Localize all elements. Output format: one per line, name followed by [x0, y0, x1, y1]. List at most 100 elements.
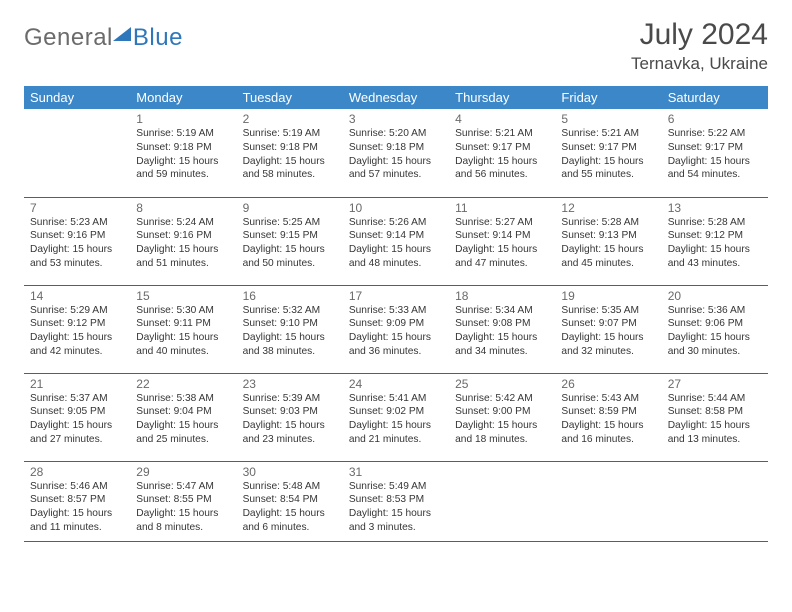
- day-number: 2: [243, 112, 337, 126]
- day-info: Sunrise: 5:36 AMSunset: 9:06 PMDaylight:…: [668, 304, 762, 359]
- calendar-day-cell: 22Sunrise: 5:38 AMSunset: 9:04 PMDayligh…: [130, 373, 236, 461]
- day-info: Sunrise: 5:30 AMSunset: 9:11 PMDaylight:…: [136, 304, 230, 359]
- calendar-day-cell: 9Sunrise: 5:25 AMSunset: 9:15 PMDaylight…: [237, 197, 343, 285]
- day-info: Sunrise: 5:28 AMSunset: 9:13 PMDaylight:…: [561, 216, 655, 271]
- calendar-day-cell: 16Sunrise: 5:32 AMSunset: 9:10 PMDayligh…: [237, 285, 343, 373]
- calendar-day-cell: 26Sunrise: 5:43 AMSunset: 8:59 PMDayligh…: [555, 373, 661, 461]
- calendar-day-cell: 19Sunrise: 5:35 AMSunset: 9:07 PMDayligh…: [555, 285, 661, 373]
- day-number: 22: [136, 377, 230, 391]
- day-number: 15: [136, 289, 230, 303]
- day-number: 23: [243, 377, 337, 391]
- calendar-week-row: 28Sunrise: 5:46 AMSunset: 8:57 PMDayligh…: [24, 461, 768, 541]
- day-number: 29: [136, 465, 230, 479]
- day-info: Sunrise: 5:25 AMSunset: 9:15 PMDaylight:…: [243, 216, 337, 271]
- calendar-day-cell: 30Sunrise: 5:48 AMSunset: 8:54 PMDayligh…: [237, 461, 343, 541]
- calendar-day-cell: 14Sunrise: 5:29 AMSunset: 9:12 PMDayligh…: [24, 285, 130, 373]
- day-info: Sunrise: 5:33 AMSunset: 9:09 PMDaylight:…: [349, 304, 443, 359]
- day-number: 8: [136, 201, 230, 215]
- day-number: 7: [30, 201, 124, 215]
- calendar-week-row: 21Sunrise: 5:37 AMSunset: 9:05 PMDayligh…: [24, 373, 768, 461]
- day-info: Sunrise: 5:44 AMSunset: 8:58 PMDaylight:…: [668, 392, 762, 447]
- brand-text-blue: Blue: [133, 24, 183, 52]
- day-info: Sunrise: 5:37 AMSunset: 9:05 PMDaylight:…: [30, 392, 124, 447]
- day-info: Sunrise: 5:35 AMSunset: 9:07 PMDaylight:…: [561, 304, 655, 359]
- calendar-day-cell: 15Sunrise: 5:30 AMSunset: 9:11 PMDayligh…: [130, 285, 236, 373]
- weekday-header: Friday: [555, 86, 661, 109]
- calendar-day-cell: 3Sunrise: 5:20 AMSunset: 9:18 PMDaylight…: [343, 109, 449, 197]
- day-number: 24: [349, 377, 443, 391]
- day-info: Sunrise: 5:24 AMSunset: 9:16 PMDaylight:…: [136, 216, 230, 271]
- calendar-day-cell: 6Sunrise: 5:22 AMSunset: 9:17 PMDaylight…: [662, 109, 768, 197]
- calendar-day-cell: [449, 461, 555, 541]
- day-number: 26: [561, 377, 655, 391]
- calendar-day-cell: 12Sunrise: 5:28 AMSunset: 9:13 PMDayligh…: [555, 197, 661, 285]
- calendar-day-cell: 5Sunrise: 5:21 AMSunset: 9:17 PMDaylight…: [555, 109, 661, 197]
- calendar-day-cell: 27Sunrise: 5:44 AMSunset: 8:58 PMDayligh…: [662, 373, 768, 461]
- calendar-day-cell: 13Sunrise: 5:28 AMSunset: 9:12 PMDayligh…: [662, 197, 768, 285]
- day-number: 9: [243, 201, 337, 215]
- day-info: Sunrise: 5:29 AMSunset: 9:12 PMDaylight:…: [30, 304, 124, 359]
- day-info: Sunrise: 5:47 AMSunset: 8:55 PMDaylight:…: [136, 480, 230, 535]
- calendar-day-cell: [662, 461, 768, 541]
- calendar-day-cell: 18Sunrise: 5:34 AMSunset: 9:08 PMDayligh…: [449, 285, 555, 373]
- day-info: Sunrise: 5:26 AMSunset: 9:14 PMDaylight:…: [349, 216, 443, 271]
- calendar-day-cell: 8Sunrise: 5:24 AMSunset: 9:16 PMDaylight…: [130, 197, 236, 285]
- day-number: 19: [561, 289, 655, 303]
- weekday-header: Monday: [130, 86, 236, 109]
- day-info: Sunrise: 5:41 AMSunset: 9:02 PMDaylight:…: [349, 392, 443, 447]
- day-number: 17: [349, 289, 443, 303]
- calendar-day-cell: 31Sunrise: 5:49 AMSunset: 8:53 PMDayligh…: [343, 461, 449, 541]
- day-info: Sunrise: 5:43 AMSunset: 8:59 PMDaylight:…: [561, 392, 655, 447]
- day-info: Sunrise: 5:22 AMSunset: 9:17 PMDaylight:…: [668, 127, 762, 182]
- day-number: 27: [668, 377, 762, 391]
- brand-text-general: General: [24, 24, 113, 52]
- calendar-day-cell: [555, 461, 661, 541]
- day-number: 30: [243, 465, 337, 479]
- calendar-day-cell: 20Sunrise: 5:36 AMSunset: 9:06 PMDayligh…: [662, 285, 768, 373]
- day-number: 16: [243, 289, 337, 303]
- day-number: 11: [455, 201, 549, 215]
- calendar-day-cell: [24, 109, 130, 197]
- calendar-day-cell: 1Sunrise: 5:19 AMSunset: 9:18 PMDaylight…: [130, 109, 236, 197]
- calendar-day-cell: 21Sunrise: 5:37 AMSunset: 9:05 PMDayligh…: [24, 373, 130, 461]
- day-info: Sunrise: 5:39 AMSunset: 9:03 PMDaylight:…: [243, 392, 337, 447]
- calendar-day-cell: 4Sunrise: 5:21 AMSunset: 9:17 PMDaylight…: [449, 109, 555, 197]
- day-info: Sunrise: 5:21 AMSunset: 9:17 PMDaylight:…: [561, 127, 655, 182]
- day-info: Sunrise: 5:32 AMSunset: 9:10 PMDaylight:…: [243, 304, 337, 359]
- weekday-header: Saturday: [662, 86, 768, 109]
- weekday-header: Tuesday: [237, 86, 343, 109]
- day-number: 12: [561, 201, 655, 215]
- location-label: Ternavka, Ukraine: [631, 54, 768, 74]
- calendar-day-cell: 11Sunrise: 5:27 AMSunset: 9:14 PMDayligh…: [449, 197, 555, 285]
- day-info: Sunrise: 5:19 AMSunset: 9:18 PMDaylight:…: [243, 127, 337, 182]
- day-info: Sunrise: 5:38 AMSunset: 9:04 PMDaylight:…: [136, 392, 230, 447]
- day-number: 13: [668, 201, 762, 215]
- day-number: 1: [136, 112, 230, 126]
- brand-logo: General Blue: [24, 24, 183, 52]
- calendar-day-cell: 23Sunrise: 5:39 AMSunset: 9:03 PMDayligh…: [237, 373, 343, 461]
- calendar-day-cell: 2Sunrise: 5:19 AMSunset: 9:18 PMDaylight…: [237, 109, 343, 197]
- calendar-day-cell: 28Sunrise: 5:46 AMSunset: 8:57 PMDayligh…: [24, 461, 130, 541]
- day-info: Sunrise: 5:19 AMSunset: 9:18 PMDaylight:…: [136, 127, 230, 182]
- day-info: Sunrise: 5:23 AMSunset: 9:16 PMDaylight:…: [30, 216, 124, 271]
- calendar-week-row: 14Sunrise: 5:29 AMSunset: 9:12 PMDayligh…: [24, 285, 768, 373]
- day-number: 4: [455, 112, 549, 126]
- day-info: Sunrise: 5:28 AMSunset: 9:12 PMDaylight:…: [668, 216, 762, 271]
- day-number: 14: [30, 289, 124, 303]
- day-number: 31: [349, 465, 443, 479]
- day-info: Sunrise: 5:46 AMSunset: 8:57 PMDaylight:…: [30, 480, 124, 535]
- day-number: 20: [668, 289, 762, 303]
- day-number: 10: [349, 201, 443, 215]
- brand-triangle-icon: [113, 27, 131, 41]
- day-info: Sunrise: 5:20 AMSunset: 9:18 PMDaylight:…: [349, 127, 443, 182]
- calendar-day-cell: 10Sunrise: 5:26 AMSunset: 9:14 PMDayligh…: [343, 197, 449, 285]
- day-number: 25: [455, 377, 549, 391]
- day-info: Sunrise: 5:27 AMSunset: 9:14 PMDaylight:…: [455, 216, 549, 271]
- day-info: Sunrise: 5:34 AMSunset: 9:08 PMDaylight:…: [455, 304, 549, 359]
- day-info: Sunrise: 5:48 AMSunset: 8:54 PMDaylight:…: [243, 480, 337, 535]
- calendar-week-row: 7Sunrise: 5:23 AMSunset: 9:16 PMDaylight…: [24, 197, 768, 285]
- calendar-day-cell: 29Sunrise: 5:47 AMSunset: 8:55 PMDayligh…: [130, 461, 236, 541]
- weekday-header: Sunday: [24, 86, 130, 109]
- day-number: 3: [349, 112, 443, 126]
- calendar-day-cell: 24Sunrise: 5:41 AMSunset: 9:02 PMDayligh…: [343, 373, 449, 461]
